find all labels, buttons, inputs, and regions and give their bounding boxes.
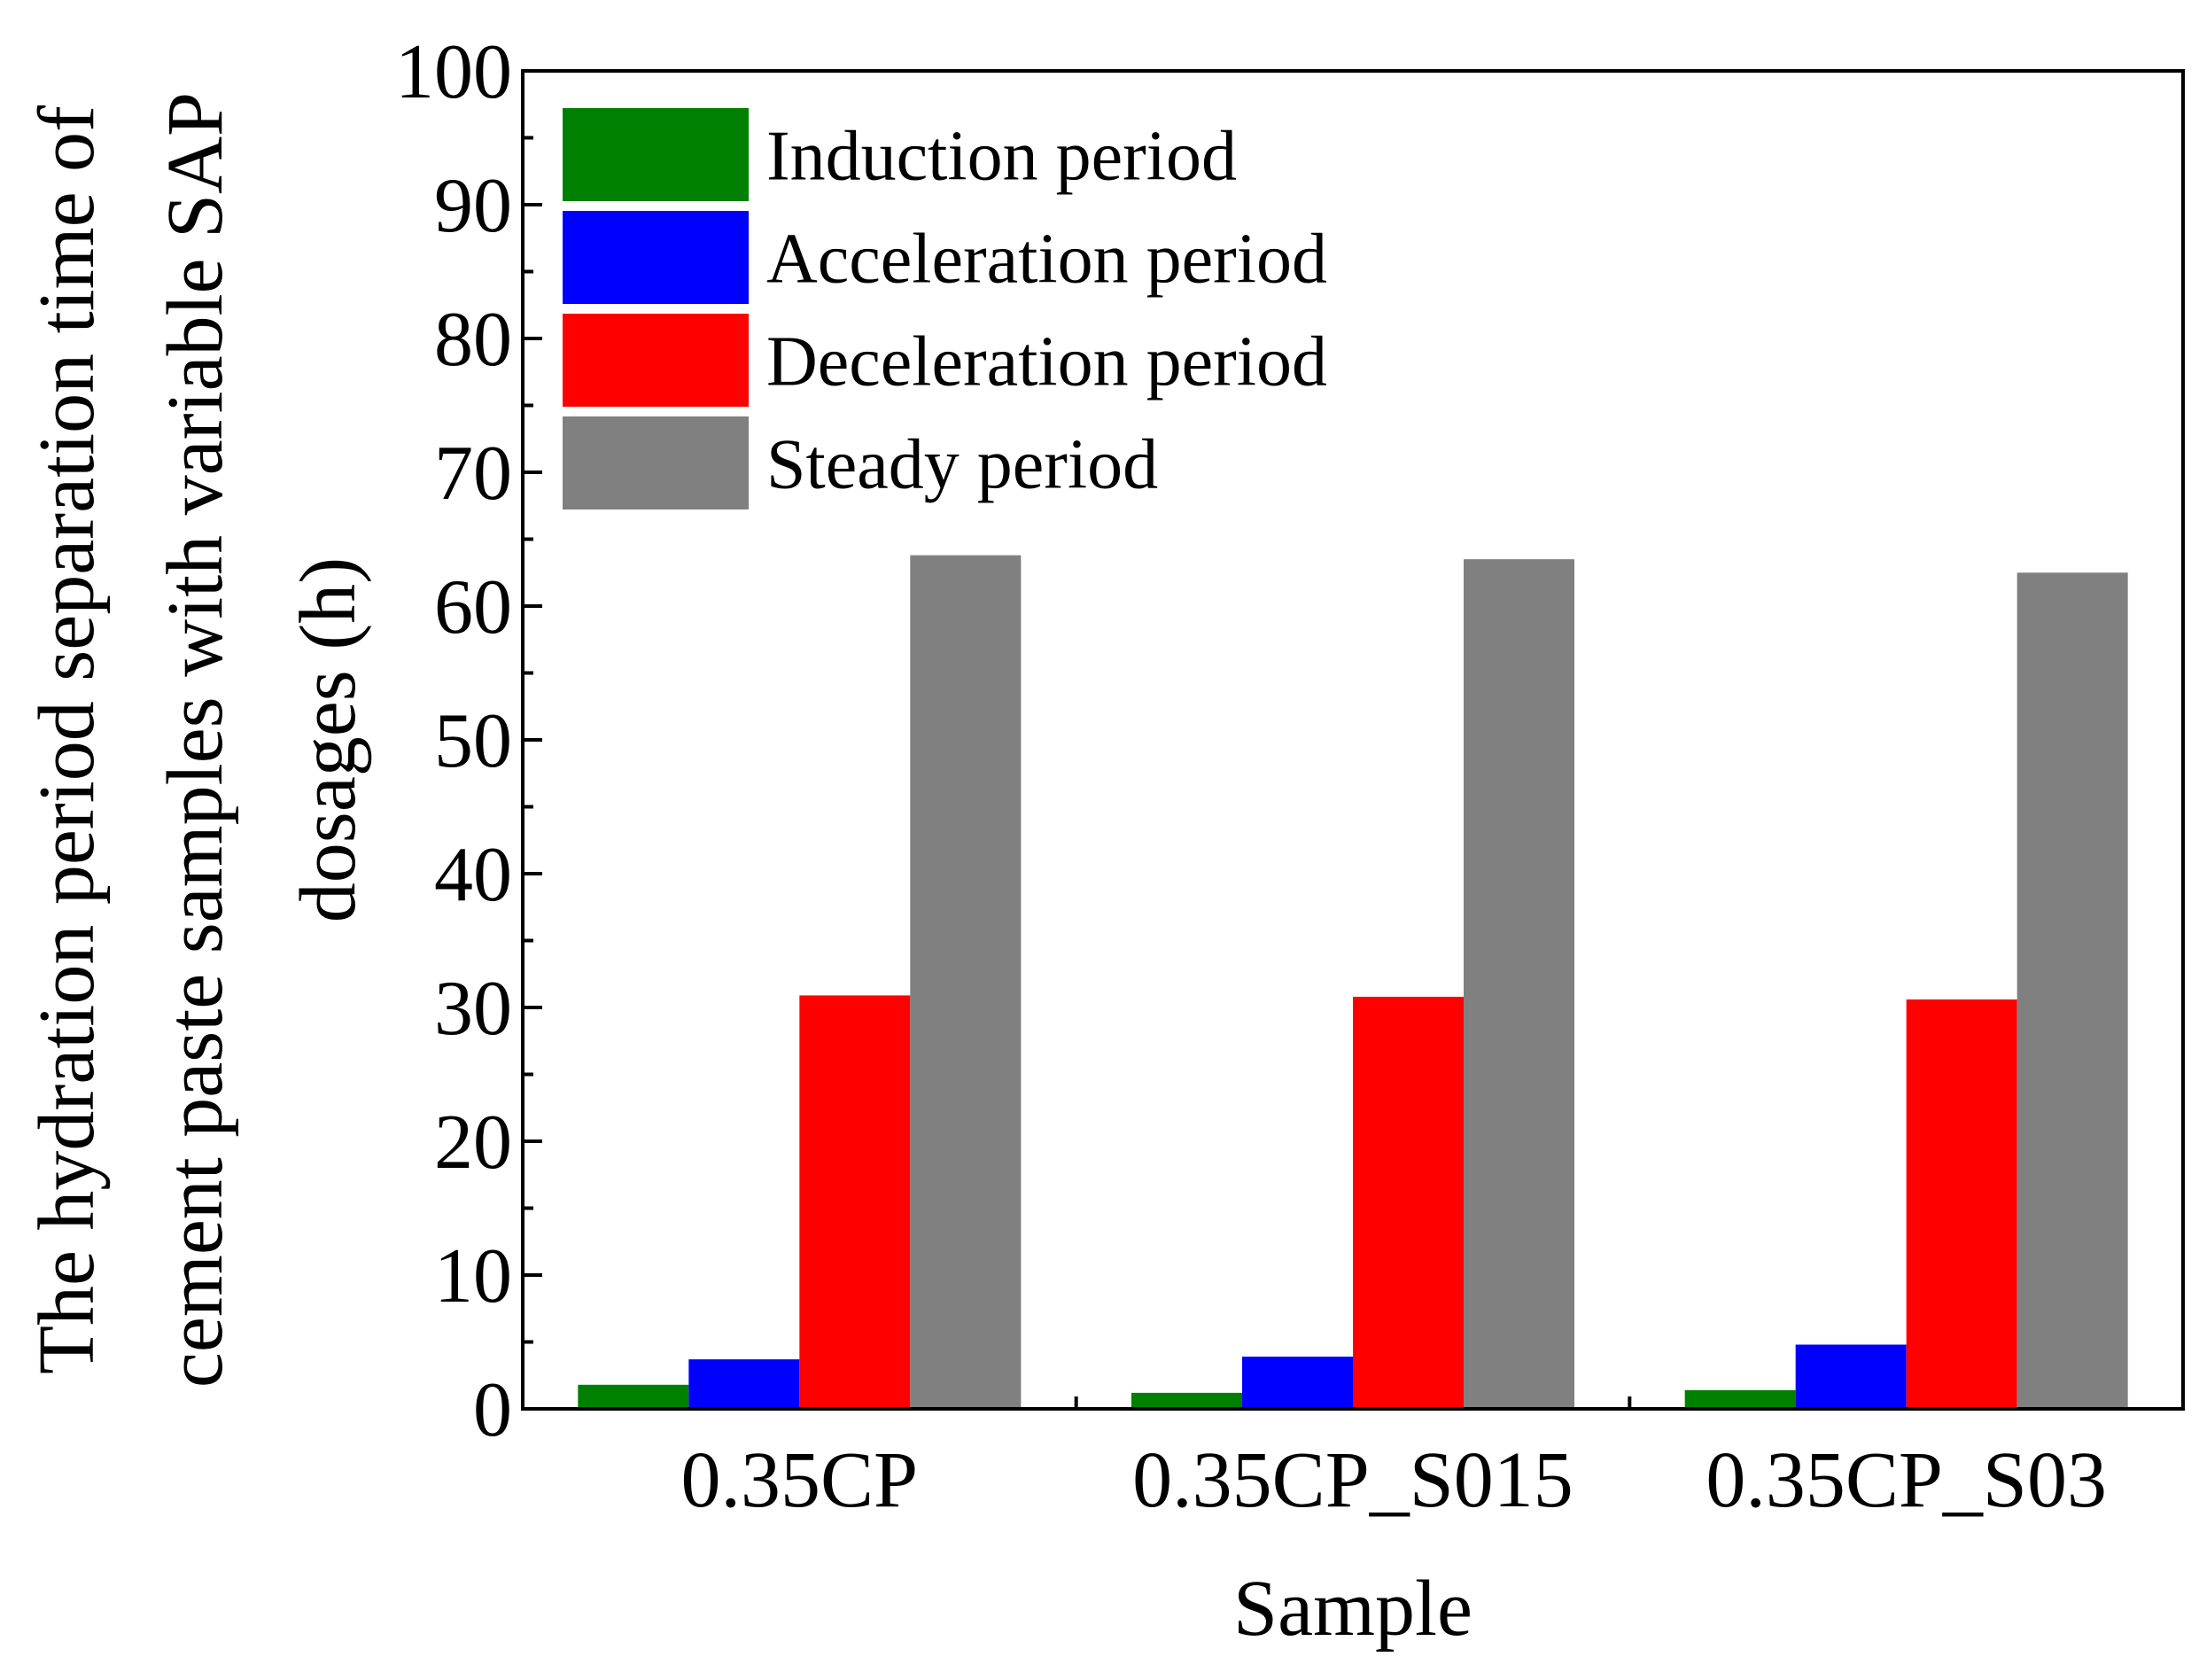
bar-induction-period-0-35cp-s03 bbox=[1684, 1389, 1796, 1409]
bar-induction-period-0-35cp bbox=[578, 1384, 689, 1409]
bar-steady-period-0-35cp-s015 bbox=[1464, 559, 1574, 1409]
bar-deceleration-period-0-35cp-s015 bbox=[1353, 996, 1464, 1409]
bar-deceleration-period-0-35cp bbox=[799, 995, 911, 1409]
x-tick-label-2: 0.35CP_S015 bbox=[1132, 1436, 1573, 1524]
y-tick-label-100: 100 bbox=[395, 29, 512, 115]
legend-label-deceleration-period: Deceleration period bbox=[766, 323, 1327, 401]
legend-swatch-induction-period bbox=[563, 108, 749, 201]
y-tick-label-40: 40 bbox=[434, 832, 512, 918]
bar-acceleration-period-0-35cp-s015 bbox=[1242, 1357, 1353, 1409]
legend-swatch-steady-period bbox=[563, 416, 749, 509]
bars-group bbox=[578, 555, 2128, 1409]
y-tick-label-70: 70 bbox=[434, 431, 512, 517]
bar-steady-period-0-35cp bbox=[910, 555, 1022, 1409]
y-tick-label-50: 50 bbox=[434, 698, 512, 784]
y-axis-label-line-1: The hydration period separation time of bbox=[23, 105, 111, 1374]
legend-swatch-acceleration-period bbox=[563, 211, 749, 304]
x-tick-label-1: 0.35CP bbox=[681, 1436, 919, 1524]
x-tick-label-3: 0.35CP_S03 bbox=[1706, 1436, 2107, 1524]
y-axis-label: The hydration period separation time of … bbox=[23, 92, 372, 1388]
x-tick-labels: 0.35CP 0.35CP_S015 0.35CP_S03 bbox=[681, 1436, 2107, 1524]
bar-induction-period-0-35cp-s015 bbox=[1131, 1392, 1242, 1409]
legend-label-acceleration-period: Acceleration period bbox=[766, 221, 1327, 299]
bar-acceleration-period-0-35cp-s03 bbox=[1795, 1344, 1907, 1409]
y-axis-label-line-3: dosages (h) bbox=[284, 557, 372, 922]
legend-label-steady-period: Steady period bbox=[766, 426, 1158, 504]
y-tick-label-20: 20 bbox=[434, 1100, 512, 1186]
y-axis-label-line-2: cement paste samples with variable SAP bbox=[152, 92, 239, 1388]
legend: Induction period Acceleration period Decel… bbox=[563, 108, 1327, 509]
y-tick-label-0: 0 bbox=[473, 1367, 512, 1453]
y-tick-label-90: 90 bbox=[434, 163, 512, 249]
bar-deceleration-period-0-35cp-s03 bbox=[1906, 999, 2017, 1409]
y-tick-label-10: 10 bbox=[434, 1233, 512, 1319]
y-tick-label-80: 80 bbox=[434, 297, 512, 383]
legend-swatch-deceleration-period bbox=[563, 314, 749, 407]
axis-ticks bbox=[523, 69, 1632, 1411]
x-axis-label: Sample bbox=[1233, 1565, 1472, 1653]
bar-acceleration-period-0-35cp bbox=[688, 1359, 800, 1409]
y-tick-label-30: 30 bbox=[434, 966, 512, 1052]
bar-steady-period-0-35cp-s03 bbox=[2016, 572, 2128, 1409]
y-tick-label-60: 60 bbox=[434, 564, 512, 650]
legend-label-induction-period: Induction period bbox=[766, 118, 1237, 196]
y-tick-labels: 0 10 20 30 40 50 60 70 80 90 100 bbox=[395, 29, 512, 1453]
